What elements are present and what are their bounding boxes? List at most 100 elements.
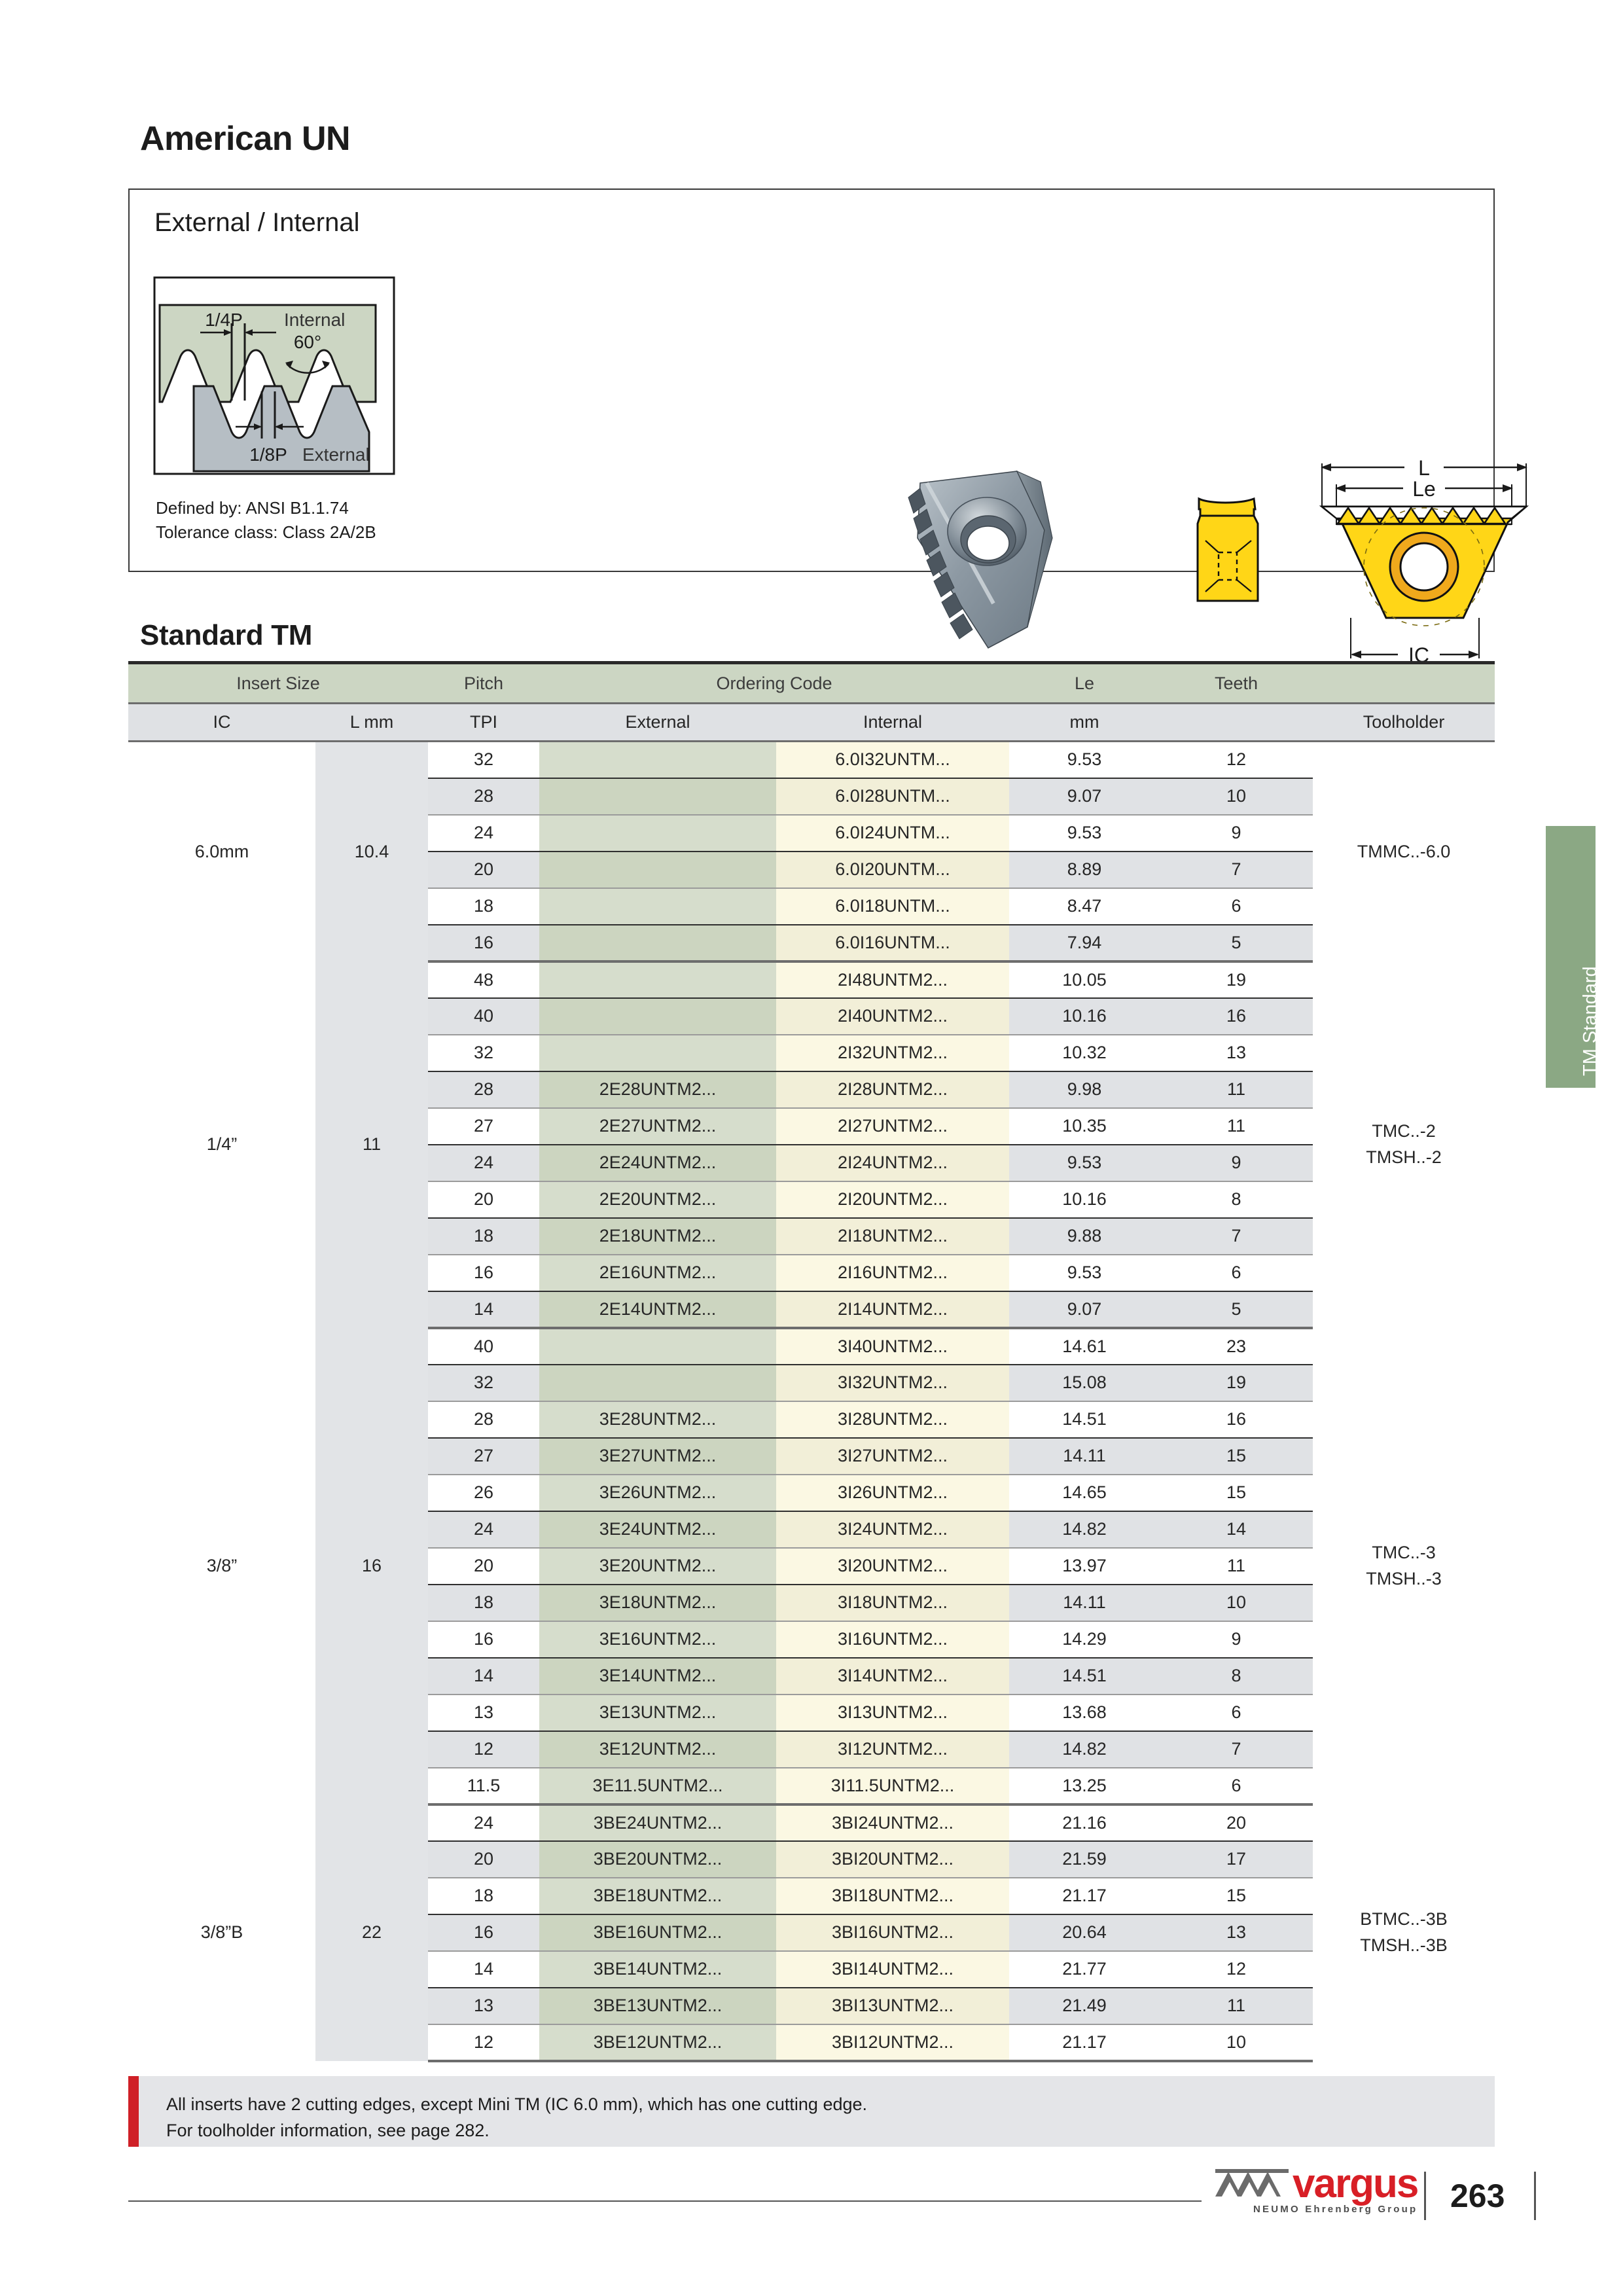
cell-le-mm: 9.07 — [1009, 778, 1160, 816]
table-row: 24 2E24UNTM2... 2I24UNTM2... 9.53 9 — [128, 1144, 1495, 1182]
cell-tpi: 11.5 — [428, 1767, 539, 1806]
toolholder-lines: TMC..-2 TMSH..-2 — [1313, 1119, 1495, 1170]
cell-external-code: 3BE13UNTM2... — [539, 1987, 776, 2025]
cell-external-code — [539, 1034, 776, 1072]
cell-insert-size-l: 22 — [315, 1804, 428, 2061]
cell-external-code: 2E27UNTM2... — [539, 1107, 776, 1145]
table-row: 13 3BE13UNTM2... 3BI13UNTM2... 21.49 11 — [128, 1987, 1495, 2025]
cell-internal-code: 3I16UNTM2... — [776, 1621, 1010, 1659]
cell-internal-code: 2I20UNTM2... — [776, 1181, 1010, 1219]
vargus-group-line: NEUMO Ehrenberg Group — [1253, 2204, 1418, 2215]
cell-le-mm: 8.47 — [1009, 888, 1160, 925]
cell-tpi: 26 — [428, 1474, 539, 1512]
external-internal-panel: External / Internal 1/4P Internal — [128, 188, 1529, 720]
svg-text:1/8P: 1/8P — [249, 444, 287, 465]
vargus-wordmark: vargus — [1293, 2161, 1419, 2207]
section-title: Standard TM — [140, 619, 313, 651]
table-row: 3/8” 16 40 3I40UNTM2... 14.61 23 TMC..-3 TMSH..… — [128, 1327, 1495, 1804]
cell-external-code: 3E12UNTM2... — [539, 1731, 776, 1768]
footer-brand: vargus NEUMO Ehrenberg Group — [1214, 2161, 1419, 2215]
cell-internal-code: 2I16UNTM2... — [776, 1254, 1010, 1292]
cell-le-mm: 9.53 — [1009, 741, 1160, 779]
cell-le-mm: 21.17 — [1009, 1877, 1160, 1915]
table-row: 14 3BE14UNTM2... 3BI14UNTM2... 21.77 12 — [128, 1950, 1495, 1988]
cell-tpi: 12 — [428, 1731, 539, 1768]
cell-toolholder: TMMC..-6.0 — [1313, 741, 1495, 961]
table-row: 20 6.0I20UNTM... 8.89 7 — [128, 851, 1495, 889]
cell-teeth: 6 — [1160, 1767, 1313, 1806]
cell-le-mm: 13.25 — [1009, 1767, 1160, 1806]
cell-external-code — [539, 1327, 776, 1365]
table-row: 16 2E16UNTM2... 2I16UNTM2... 9.53 6 — [128, 1254, 1495, 1292]
cell-external-code: 3E26UNTM2... — [539, 1474, 776, 1512]
cell-teeth: 17 — [1160, 1840, 1313, 1878]
cell-internal-code: 6.0I20UNTM... — [776, 851, 1010, 889]
cell-teeth: 6 — [1160, 1254, 1313, 1292]
cell-teeth: 15 — [1160, 1474, 1313, 1512]
table-row: 12 3E12UNTM2... 3I12UNTM2... 14.82 7 — [128, 1731, 1495, 1768]
cell-internal-code: 2I40UNTM2... — [776, 997, 1010, 1035]
cell-tpi: 16 — [428, 1621, 539, 1659]
side-tab-tm-standard[interactable]: TM Standard — [1546, 826, 1601, 1088]
cell-external-code — [539, 1364, 776, 1402]
cell-le-mm: 14.29 — [1009, 1621, 1160, 1659]
table-row: 24 6.0I24UNTM... 9.53 9 — [128, 814, 1495, 852]
cell-insert-size-ic: 3/8” — [128, 1327, 315, 1804]
page-divider-left — [1424, 2172, 1426, 2220]
cell-tpi: 16 — [428, 924, 539, 963]
table-row: 11.5 3E11.5UNTM2... 3I11.5UNTM2... 13.25 6 — [128, 1767, 1495, 1806]
cell-teeth: 7 — [1160, 1217, 1313, 1255]
side-tab-label: TM Standard — [1580, 966, 1601, 1076]
cell-internal-code: 3I26UNTM2... — [776, 1474, 1010, 1512]
toolholder-line: TMSH..-3 — [1366, 1568, 1442, 1588]
cell-le-mm: 14.51 — [1009, 1657, 1160, 1695]
cell-teeth: 13 — [1160, 1034, 1313, 1072]
cell-external-code: 2E16UNTM2... — [539, 1254, 776, 1292]
toolholder-lines: TMC..-3 TMSH..-3 — [1313, 1540, 1495, 1591]
table-row: 20 3BE20UNTM2... 3BI20UNTM2... 21.59 17 — [128, 1840, 1495, 1878]
cell-toolholder: TMC..-2 TMSH..-2 — [1313, 961, 1495, 1328]
cell-le-mm: 9.53 — [1009, 1144, 1160, 1182]
table-row: 40 2I40UNTM2... 10.16 16 — [128, 997, 1495, 1035]
toolholder-line: TMC..-3 — [1372, 1543, 1436, 1563]
cell-external-code: 3BE18UNTM2... — [539, 1877, 776, 1915]
table-header-row-top: Insert Size Pitch Ordering Code Le Teeth — [128, 661, 1495, 704]
cell-external-code: 3E27UNTM2... — [539, 1437, 776, 1475]
cell-teeth: 11 — [1160, 1071, 1313, 1109]
table-row: 6.0mm 10.4 32 6.0I32UNTM... 9.53 12 TMMC..-6.0 — [128, 741, 1495, 961]
table-row: 32 3I32UNTM2... 15.08 19 — [128, 1364, 1495, 1402]
cell-teeth: 11 — [1160, 1107, 1313, 1145]
header-pitch: Pitch — [428, 661, 539, 704]
vargus-mountains-icon — [1214, 2168, 1295, 2201]
header-toolholder: Toolholder — [1313, 702, 1495, 742]
cell-le-mm: 14.65 — [1009, 1474, 1160, 1512]
cell-teeth: 15 — [1160, 1437, 1313, 1475]
cell-teeth: 5 — [1160, 1291, 1313, 1329]
cell-external-code — [539, 814, 776, 852]
cell-tpi: 13 — [428, 1987, 539, 2025]
header-internal: Internal — [776, 702, 1010, 742]
cell-internal-code: 2I27UNTM2... — [776, 1107, 1010, 1145]
cell-internal-code: 6.0I32UNTM... — [776, 741, 1010, 779]
header-tpi: TPI — [428, 702, 539, 742]
cell-le-mm: 15.08 — [1009, 1364, 1160, 1402]
cell-internal-code: 6.0I16UNTM... — [776, 924, 1010, 963]
cell-le-mm: 14.82 — [1009, 1511, 1160, 1549]
svg-text:1/4P: 1/4P — [205, 310, 243, 330]
cell-tpi: 32 — [428, 1364, 539, 1402]
cell-le-mm: 10.05 — [1009, 961, 1160, 999]
insert-3d-illustration — [889, 452, 1150, 671]
cell-teeth: 10 — [1160, 1584, 1313, 1622]
header-teeth: Teeth — [1160, 661, 1313, 704]
cell-tpi: 40 — [428, 997, 539, 1035]
table-row: 20 2E20UNTM2... 2I20UNTM2... 10.16 8 — [128, 1181, 1495, 1219]
cell-insert-size-l: 11 — [315, 961, 428, 1328]
cell-external-code: 3BE16UNTM2... — [539, 1914, 776, 1952]
header-insert-size: Insert Size — [128, 661, 428, 704]
cell-le-mm: 21.59 — [1009, 1840, 1160, 1878]
cell-tpi: 20 — [428, 1840, 539, 1878]
cell-insert-size-ic: 6.0mm — [128, 741, 315, 961]
cell-le-mm: 13.97 — [1009, 1547, 1160, 1585]
cell-le-mm: 20.64 — [1009, 1914, 1160, 1952]
